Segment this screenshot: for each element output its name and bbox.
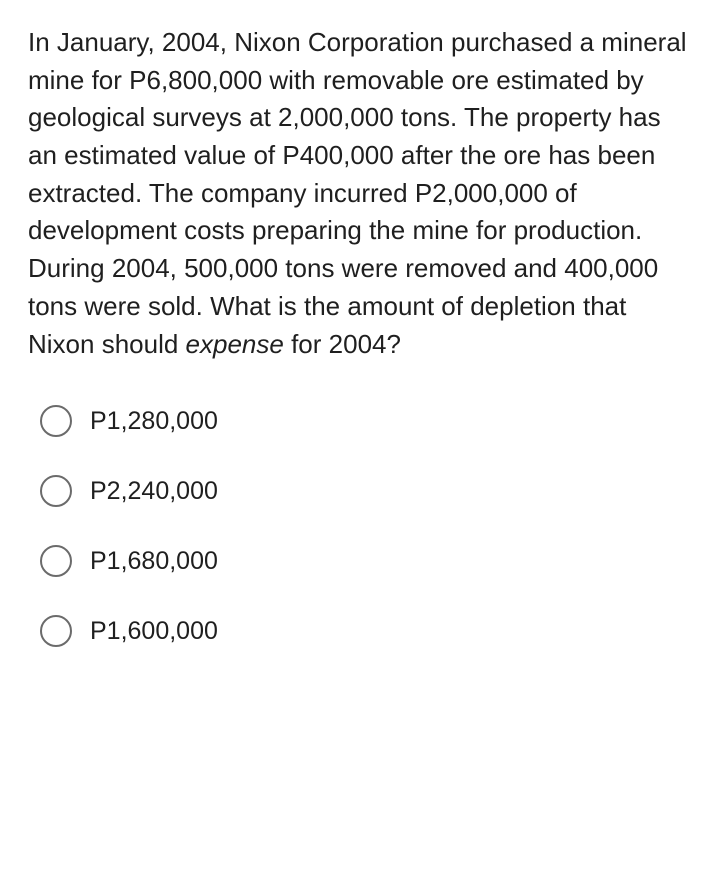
option-label: P1,280,000	[90, 407, 218, 436]
option-label: P1,600,000	[90, 617, 218, 646]
option-row-3[interactable]: P1,600,000	[40, 615, 692, 647]
option-label: P1,680,000	[90, 547, 218, 576]
question-pre: In January, 2004, Nixon Corporation purc…	[28, 27, 687, 359]
option-row-2[interactable]: P1,680,000	[40, 545, 692, 577]
radio-icon	[40, 615, 72, 647]
question-text: In January, 2004, Nixon Corporation purc…	[28, 24, 692, 363]
question-italic: expense	[186, 329, 284, 359]
options-group: P1,280,000 P2,240,000 P1,680,000 P1,600,…	[28, 405, 692, 647]
question-post: for 2004?	[284, 329, 401, 359]
radio-icon	[40, 475, 72, 507]
option-row-1[interactable]: P2,240,000	[40, 475, 692, 507]
option-label: P2,240,000	[90, 477, 218, 506]
radio-icon	[40, 545, 72, 577]
radio-icon	[40, 405, 72, 437]
option-row-0[interactable]: P1,280,000	[40, 405, 692, 437]
